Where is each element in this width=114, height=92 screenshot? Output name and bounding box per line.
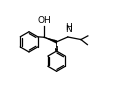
Text: OH: OH (37, 16, 51, 25)
Polygon shape (44, 37, 57, 43)
Text: N: N (65, 25, 72, 34)
Text: H: H (65, 23, 72, 32)
